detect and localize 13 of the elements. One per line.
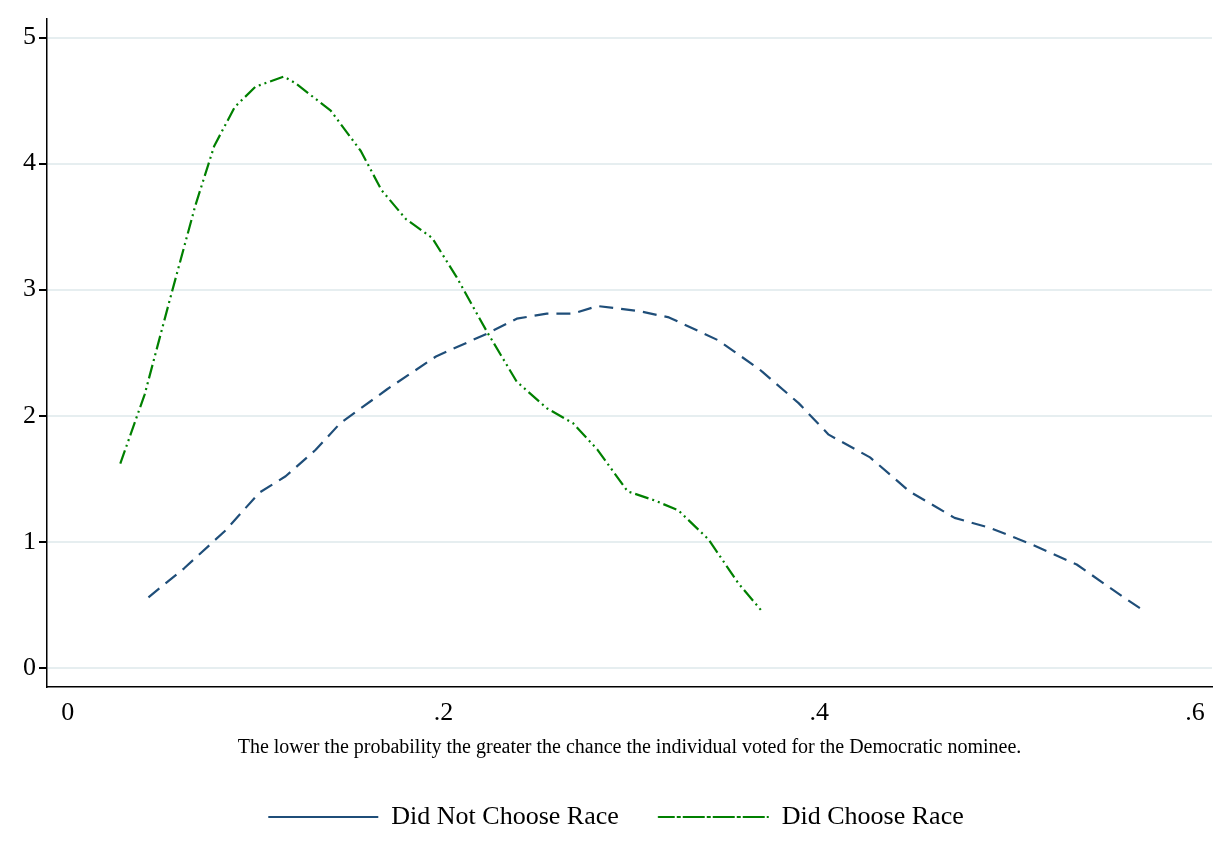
legend-label: Did Choose Race: [781, 800, 964, 830]
x-tick-label: .4: [809, 697, 830, 727]
x-axis-title: The lower the probability the greater the chance the individual voted for the Democratic nominee.: [237, 735, 1022, 759]
y-tick-label: 2: [23, 399, 36, 429]
x-tick-label: .6: [1185, 697, 1205, 727]
x-tick-label: .2: [433, 697, 454, 727]
y-tick-label: 1: [23, 525, 36, 555]
x-tick-label: 0: [61, 697, 75, 727]
y-tick-label: 0: [23, 651, 36, 681]
y-tick-label: 4: [23, 147, 36, 177]
legend-label: Did Not Choose Race: [391, 800, 619, 830]
y-tick-label: 3: [23, 273, 36, 303]
y-tick-label: 5: [23, 21, 36, 51]
